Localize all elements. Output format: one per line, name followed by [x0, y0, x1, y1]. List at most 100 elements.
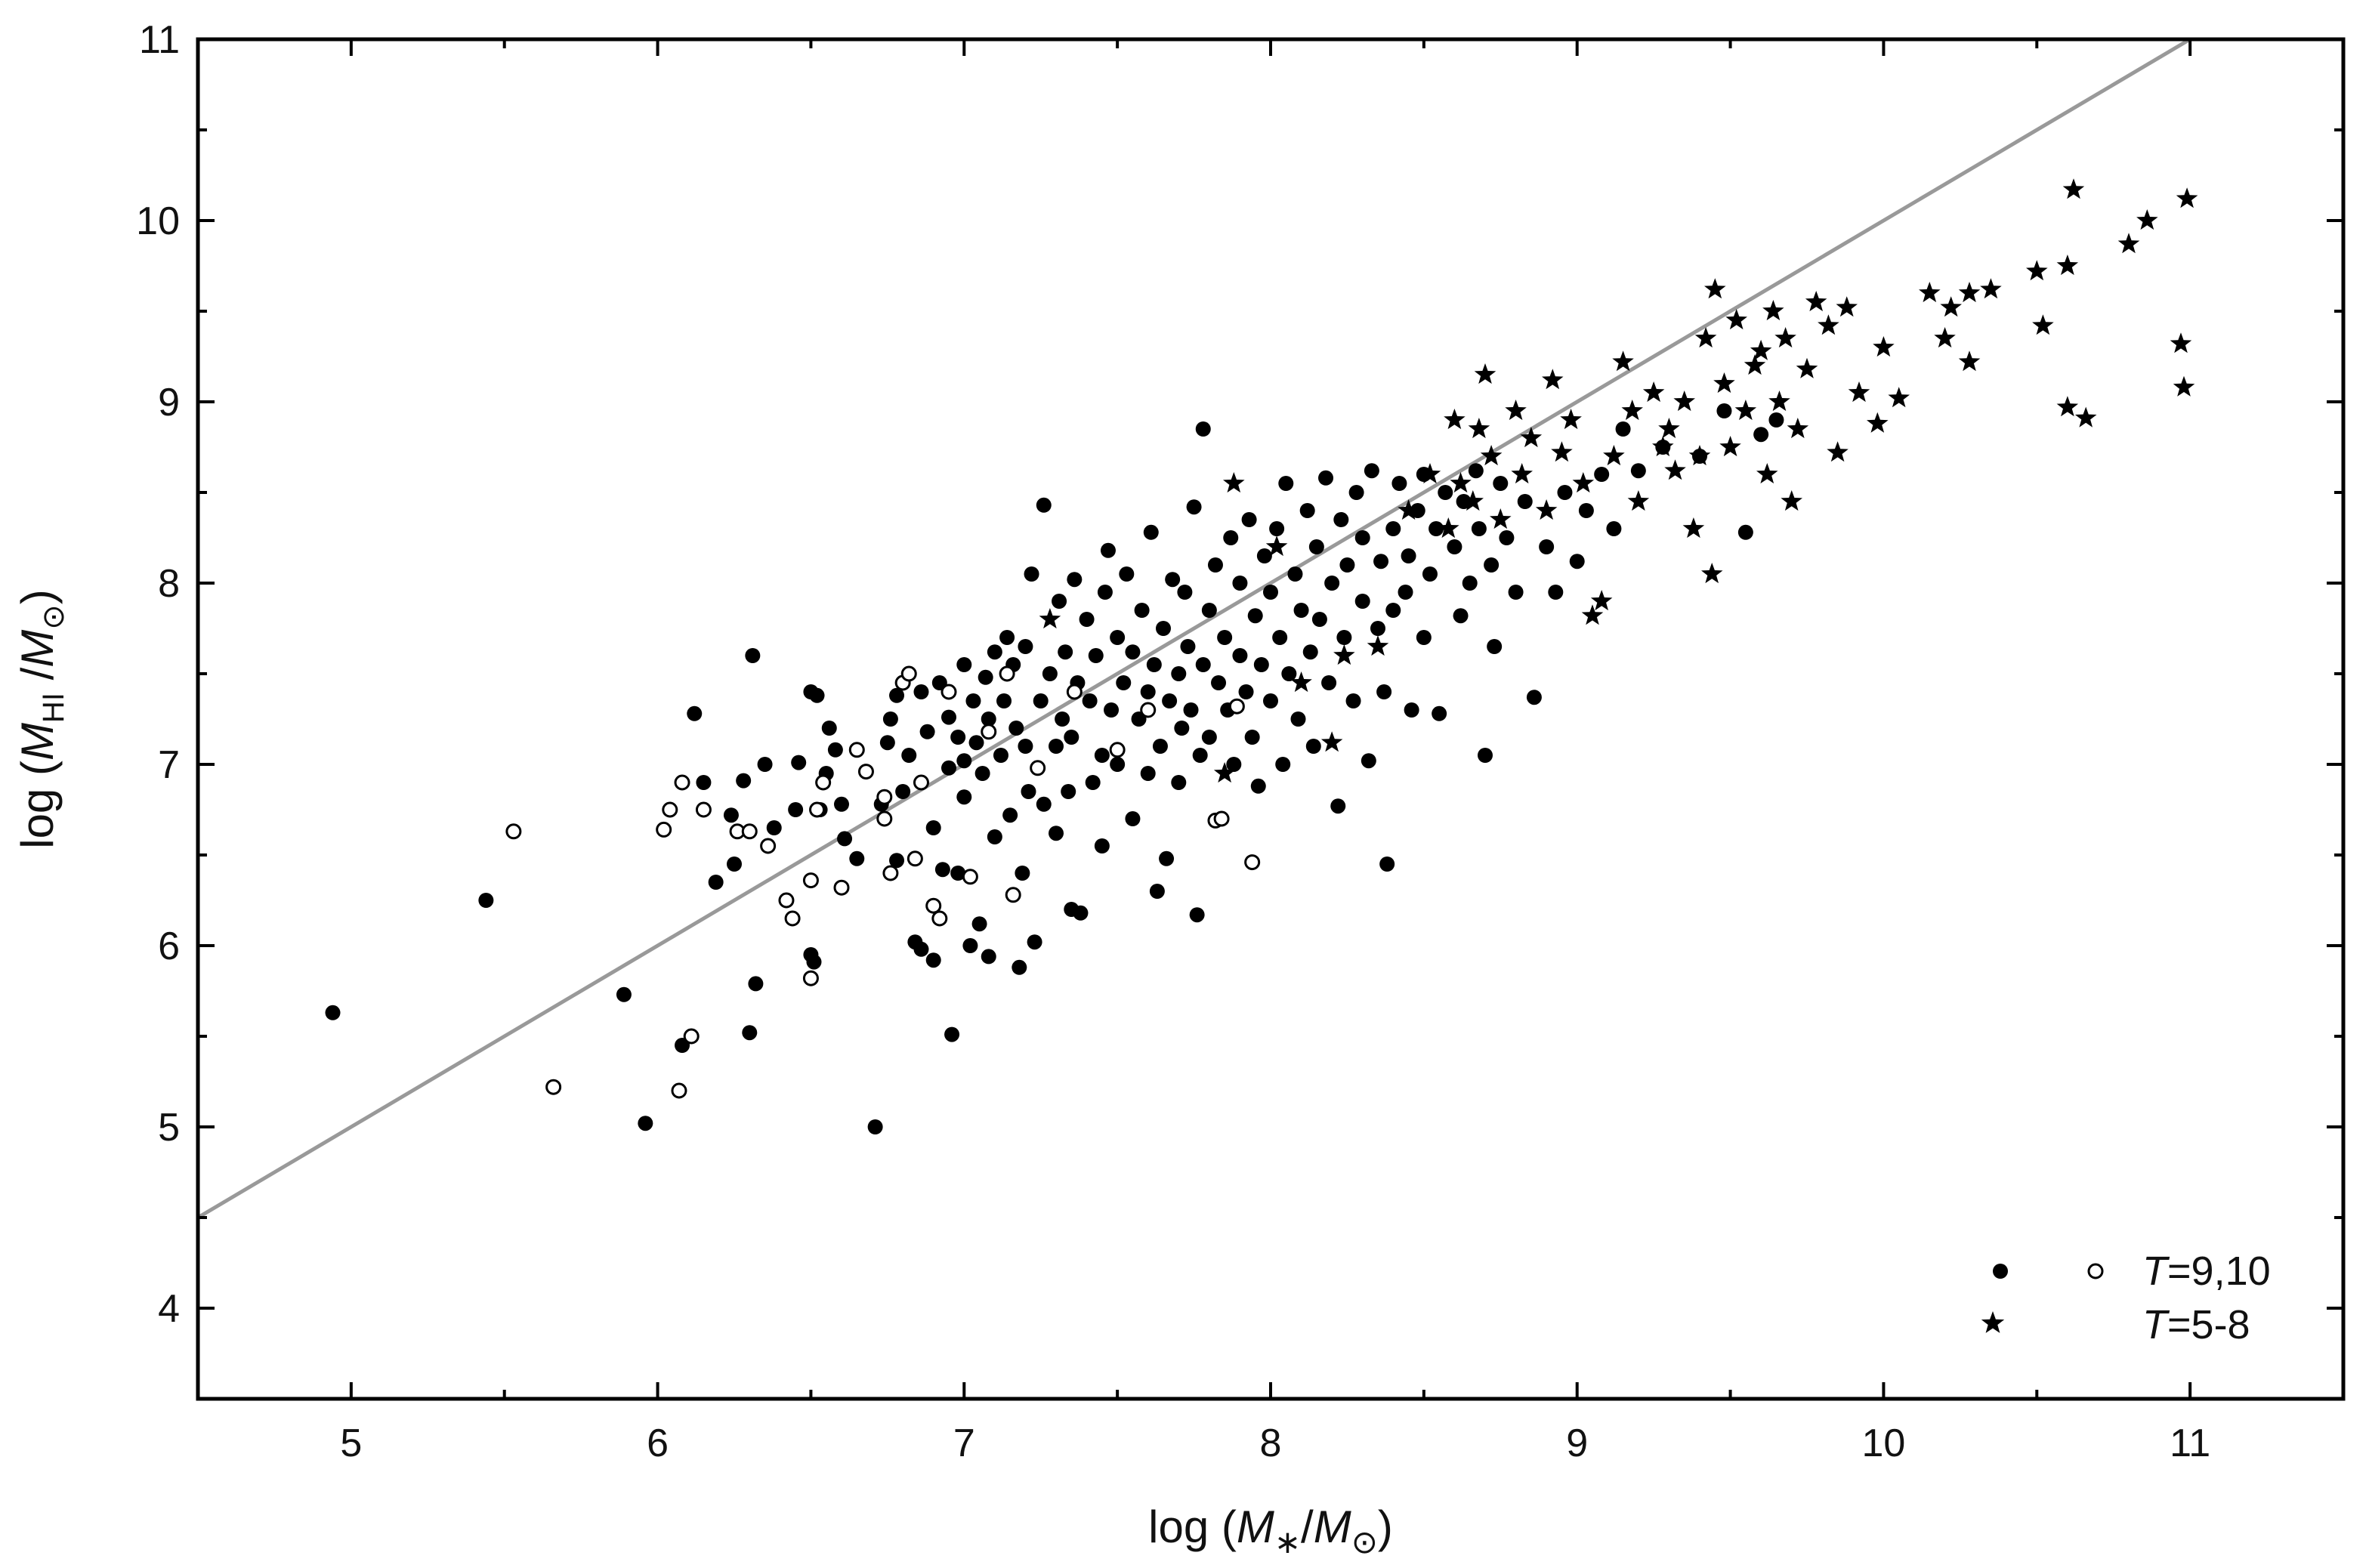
x-tick-label: 8 — [1260, 1421, 1282, 1465]
data-point-filled-circle — [1073, 905, 1089, 921]
data-point-filled-circle — [1052, 594, 1067, 609]
data-point-filled-circle — [1100, 542, 1116, 558]
data-point-filled-circle — [1493, 476, 1509, 491]
data-point-star — [1980, 278, 2002, 299]
data-point-star — [1265, 536, 1288, 557]
data-point-filled-circle — [1385, 521, 1401, 536]
data-point-star — [1888, 387, 1910, 408]
data-point-filled-circle — [1149, 884, 1165, 899]
data-point-filled-circle — [1195, 657, 1211, 672]
data-point-filled-circle — [901, 748, 917, 763]
data-points-layer — [325, 178, 2198, 1134]
data-point-star — [2170, 332, 2192, 353]
data-point-star — [1873, 336, 1895, 357]
data-point-star — [2173, 375, 2195, 397]
data-point-filled-circle — [1232, 648, 1248, 663]
data-point-filled-circle — [1241, 512, 1257, 527]
legend-filled-circle-marker — [1993, 1264, 2008, 1279]
data-point-filled-circle — [1354, 594, 1370, 609]
data-point-filled-circle — [1410, 503, 1425, 518]
x-axis-label-slash: / — [1301, 1502, 1314, 1552]
data-point-filled-circle — [1174, 721, 1190, 736]
data-point-filled-circle — [1049, 826, 1064, 841]
data-point-filled-circle — [1361, 753, 1376, 769]
data-point-filled-circle — [1456, 494, 1472, 509]
data-point-open-circle — [778, 892, 795, 909]
data-point-star — [1958, 350, 1981, 372]
data-point-filled-circle — [1311, 612, 1327, 627]
data-point-star — [2136, 209, 2158, 230]
data-point-star — [1704, 278, 1726, 299]
data-point-filled-circle — [616, 986, 632, 1002]
data-point-filled-circle — [919, 724, 935, 739]
reference-line-layer — [198, 39, 2191, 1220]
y-tick-labels: 4 5 6 7 8 9 10 11 — [136, 18, 180, 1331]
data-point-filled-circle — [1462, 576, 1478, 591]
data-point-filled-circle — [638, 1116, 653, 1131]
data-point-filled-circle — [1569, 554, 1585, 569]
data-point-filled-circle — [950, 866, 966, 881]
data-point-filled-circle — [834, 796, 849, 812]
data-point-filled-circle — [687, 705, 703, 721]
data-point-filled-circle — [974, 766, 990, 781]
data-point-star — [2176, 187, 2198, 208]
data-point-filled-circle — [1278, 476, 1294, 491]
y-tick-label: 4 — [158, 1287, 180, 1331]
axis-ticks — [198, 38, 2343, 1399]
data-point-open-circle — [876, 810, 893, 827]
data-point-filled-circle — [999, 630, 1015, 645]
data-point-filled-circle — [950, 730, 966, 745]
data-point-filled-circle — [1630, 463, 1646, 479]
data-point-filled-circle — [1263, 585, 1278, 600]
data-point-filled-circle — [1398, 585, 1413, 600]
data-point-open-circle — [505, 823, 522, 840]
data-point-filled-circle — [806, 954, 822, 970]
data-point-filled-circle — [1195, 421, 1211, 437]
data-point-open-circle — [925, 897, 942, 914]
data-point-star — [1612, 350, 1634, 372]
data-point-filled-circle — [1548, 585, 1564, 600]
data-point-filled-circle — [987, 829, 1002, 844]
data-point-filled-circle — [1119, 566, 1135, 582]
data-point-filled-circle — [1594, 467, 1610, 482]
y-tick-label: 8 — [158, 562, 180, 606]
data-point-filled-circle — [1226, 757, 1242, 772]
y-tick-label: 7 — [158, 743, 180, 787]
data-point-filled-circle — [925, 952, 941, 968]
data-point-star — [1750, 339, 1772, 360]
data-point-filled-circle — [1201, 730, 1217, 745]
data-point-open-circle — [760, 838, 777, 854]
x-tick-label: 9 — [1566, 1421, 1588, 1465]
data-point-open-circle — [545, 1079, 562, 1095]
data-point-open-circle — [1109, 742, 1126, 758]
data-point-filled-circle — [1318, 470, 1334, 486]
data-point-filled-circle — [748, 976, 764, 992]
data-point-filled-circle — [1471, 521, 1487, 536]
data-point-filled-circle — [1468, 463, 1484, 479]
data-point-open-circle — [1030, 760, 1046, 776]
x-axis-label-suffix: ) — [1378, 1502, 1393, 1552]
data-point-filled-circle — [1134, 603, 1150, 618]
data-point-filled-circle — [1453, 608, 1469, 624]
y-tick-label: 5 — [158, 1106, 180, 1150]
y-axis-label-suffix: ) — [12, 589, 63, 604]
data-point-filled-circle — [1244, 730, 1260, 745]
data-point-star — [1818, 314, 1839, 335]
data-point-filled-circle — [1058, 644, 1073, 660]
data-point-open-circle — [1005, 887, 1021, 903]
data-point-filled-circle — [1110, 757, 1126, 772]
data-point-open-circle — [674, 774, 690, 791]
data-point-filled-circle — [1061, 784, 1076, 799]
data-point-filled-circle — [1401, 548, 1416, 563]
data-point-filled-circle — [1539, 539, 1555, 554]
data-point-filled-circle — [736, 773, 752, 789]
data-point-filled-circle — [788, 802, 804, 817]
data-point-filled-circle — [925, 820, 941, 835]
data-point-filled-circle — [879, 735, 895, 751]
data-point-star — [1290, 671, 1312, 693]
data-point-filled-circle — [889, 853, 905, 869]
data-point-star — [1725, 309, 1747, 330]
data-point-filled-circle — [766, 820, 782, 835]
data-point-filled-circle — [1256, 548, 1272, 563]
data-point-star — [1333, 644, 1355, 665]
